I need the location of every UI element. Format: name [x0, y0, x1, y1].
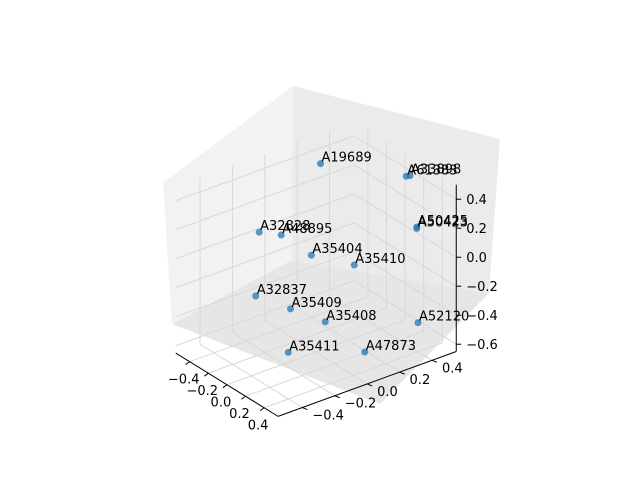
- data-point-label: A35410: [355, 252, 405, 267]
- y-tick-label: −0.2: [345, 397, 377, 412]
- grid-line-z-left: [175, 193, 355, 260]
- grid-line-z-back: [353, 164, 457, 229]
- y-tick-mark: [302, 407, 308, 410]
- grid-line-y-floor: [329, 296, 433, 361]
- x-tick-mark: [204, 372, 209, 377]
- z-tick-label: −0.4: [466, 309, 498, 324]
- data-point-label: A32837: [257, 283, 307, 298]
- data-point-label: A32828: [260, 219, 310, 234]
- grid-line-z-back: [353, 135, 457, 200]
- data-point-label: A50425: [418, 214, 468, 229]
- grid-lines: [175, 130, 457, 409]
- data-marker: [413, 224, 421, 232]
- grid-line-z-left: [175, 280, 355, 347]
- y-tick-label: 0.2: [410, 373, 431, 388]
- data-marker: [414, 319, 422, 327]
- data-marker: [361, 348, 369, 356]
- data-marker: [287, 305, 294, 313]
- y-tick-label: 0.4: [442, 361, 463, 376]
- x-tick-label: 0.0: [211, 396, 232, 411]
- y-tick-mark: [399, 371, 405, 375]
- data-point-label: A52120: [419, 310, 469, 325]
- data-point-label: A35408: [326, 309, 376, 324]
- z-tick-label: 0.2: [466, 222, 487, 237]
- grid-line-z-left: [175, 251, 355, 318]
- x-tick-label: −0.2: [187, 384, 219, 399]
- grid-line-y-floor: [296, 308, 400, 373]
- data-marker: [252, 292, 260, 300]
- grid-line-z-back: [353, 193, 457, 258]
- data-point-label: A35411: [289, 339, 339, 354]
- data-point-label: A33898: [411, 163, 461, 178]
- data-point-label: A50423: [418, 215, 468, 230]
- y-tick-mark: [431, 359, 438, 363]
- grid-line-z-back: [353, 280, 457, 345]
- grid-line-z-left: [175, 164, 355, 231]
- data-point-labels: A19689A32828A48895A35404A35410A32837A354…: [257, 151, 470, 355]
- data-markers: [252, 160, 422, 356]
- grid-line-y-floor: [199, 343, 303, 408]
- right-pane: [292, 86, 500, 293]
- x-tick-label: 0.2: [229, 407, 250, 422]
- x-tick-mark: [185, 361, 190, 366]
- z-tick-label: 0.4: [466, 193, 487, 208]
- y-tick-mark: [366, 383, 373, 387]
- tick-labels: −0.4−0.20.00.20.4−0.4−0.20.00.20.4−0.6−0…: [168, 193, 498, 434]
- data-marker: [307, 251, 315, 259]
- x-tick-mark: [222, 384, 228, 389]
- data-marker: [317, 160, 324, 168]
- data-point-label: A61383: [407, 163, 457, 178]
- y-tick-label: 0.0: [377, 385, 398, 400]
- grid-line-z-back: [353, 222, 457, 287]
- x-tick-mark: [241, 395, 246, 400]
- data-marker: [406, 172, 414, 180]
- grid-line-z-back: [353, 251, 457, 316]
- x-tick-mark: [259, 407, 265, 412]
- data-point-label: A35404: [312, 242, 362, 257]
- y-tick-mark: [334, 395, 340, 399]
- grid-line-z-left: [175, 135, 355, 202]
- data-point-label: A35409: [292, 296, 342, 311]
- data-marker: [277, 231, 285, 239]
- data-marker: [284, 348, 292, 356]
- y-tick-label: −0.4: [312, 409, 344, 424]
- data-marker: [321, 318, 329, 326]
- data-point-label: A19689: [322, 151, 372, 166]
- z-tick-label: −0.2: [466, 280, 498, 295]
- left-pane: [163, 86, 293, 324]
- z-tick-label: 0.0: [466, 251, 487, 266]
- data-point-label: A48895: [282, 222, 332, 237]
- grid-line-y-floor: [264, 320, 368, 385]
- z-tick-label: −0.6: [466, 338, 498, 353]
- x-tick-label: −0.4: [168, 373, 200, 388]
- axis-lines: [175, 184, 462, 417]
- data-marker: [350, 261, 358, 269]
- data-marker: [255, 228, 263, 236]
- x-tick-label: 0.4: [248, 419, 269, 434]
- grid-line-z-left: [175, 222, 355, 289]
- data-point-label: A47873: [366, 339, 416, 354]
- grid-line-y-floor: [232, 331, 336, 397]
